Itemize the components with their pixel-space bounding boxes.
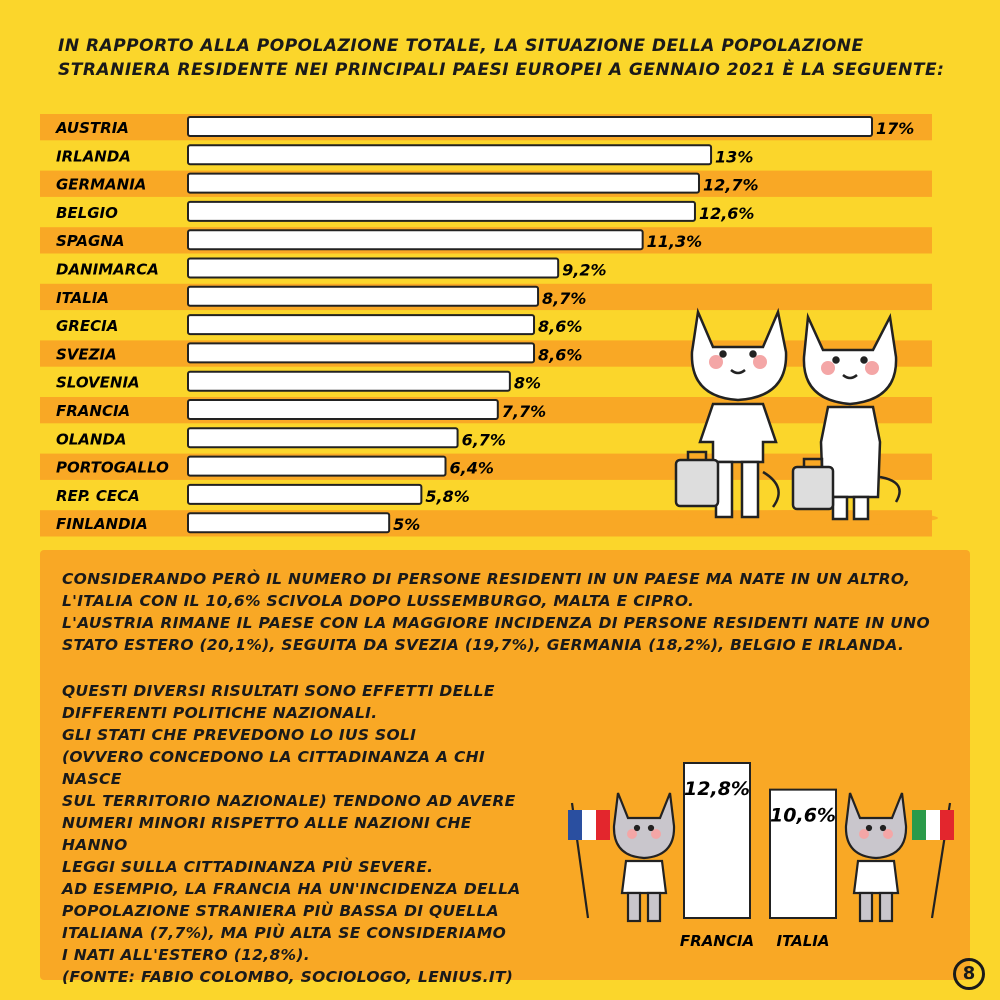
bar — [187, 342, 536, 364]
category-label: FRANCIA — [56, 402, 130, 420]
value-label: 11,3% — [647, 232, 703, 251]
value-label: 5% — [393, 515, 420, 534]
value-label: 12,8% — [684, 778, 750, 800]
value-label: 9,2% — [562, 261, 606, 280]
category-label: SPAGNA — [56, 232, 125, 250]
page-number: 8 — [953, 958, 985, 990]
value-label: 5,8% — [425, 487, 469, 506]
bar — [769, 788, 837, 919]
category-label: PORTOGALLO — [56, 459, 169, 477]
value-label: 10,6% — [770, 805, 836, 827]
cat-traveler-female-icon — [802, 312, 901, 521]
category-label: GERMANIA — [56, 176, 146, 194]
value-label: 17% — [876, 119, 914, 138]
cat-travelers-illustration — [674, 307, 938, 526]
bar — [187, 370, 511, 392]
value-label: 12,6% — [699, 204, 755, 223]
bar — [187, 144, 713, 166]
suitcase-icon — [674, 450, 720, 508]
value-label: 8,6% — [538, 317, 582, 336]
bar — [187, 116, 873, 137]
foreign-population-bar-chart: AUSTRIA 17% IRLANDA 13% GERMANIA 12,7% BELGIO 1… — [40, 114, 932, 537]
category-label: AUSTRIA — [55, 119, 129, 137]
bar — [187, 257, 560, 279]
france-flag-icon — [568, 810, 610, 840]
italy-flag-icon — [912, 810, 954, 840]
cat-flag-france-icon — [568, 792, 676, 923]
value-label: 6,7% — [462, 430, 506, 449]
value-label: 12,7% — [703, 176, 759, 195]
category-label: DANIMARCA — [56, 261, 159, 279]
cat-flag-italy-icon — [844, 792, 954, 923]
bar — [187, 512, 391, 534]
category-label: ITALIA — [776, 932, 829, 950]
value-label: 8,7% — [542, 289, 586, 308]
intro-text: In rapporto alla popolazione totale, la … — [58, 36, 945, 80]
category-label: OLANDA — [56, 430, 127, 448]
category-label: SLOVENIA — [56, 374, 140, 392]
france-italy-comparison-chart: 12,8% FRANCIA 10,6% ITALIA — [568, 762, 954, 950]
bar — [187, 200, 696, 222]
bar — [187, 314, 536, 336]
category-label: REP. CECA — [56, 487, 140, 505]
category-label: IRLANDA — [56, 147, 131, 165]
category-label: BELGIO — [56, 204, 118, 222]
value-label: 8,6% — [538, 345, 582, 364]
bar — [187, 399, 499, 420]
bar — [187, 455, 447, 477]
category-label: FRANCIA — [680, 932, 754, 950]
bar — [187, 229, 644, 251]
suitcase-icon — [791, 457, 835, 511]
bar — [187, 285, 540, 307]
bar — [187, 427, 459, 449]
bar — [683, 762, 751, 919]
category-label: ITALIA — [56, 289, 109, 307]
value-label: 8% — [514, 374, 541, 393]
category-label: GRECIA — [56, 317, 118, 335]
bar — [187, 483, 423, 505]
category-label: FINLANDIA — [56, 515, 148, 533]
paragraph-born-abroad: Considerando però il numero di persone r… — [62, 570, 930, 654]
value-label: 6,4% — [450, 459, 494, 478]
paragraph-policies: Questi diversi risultati sono effetti de… — [62, 682, 521, 986]
value-label: 13% — [715, 147, 753, 166]
bar — [187, 172, 700, 194]
category-label: SVEZIA — [56, 345, 117, 363]
value-label: 7,7% — [502, 402, 546, 421]
